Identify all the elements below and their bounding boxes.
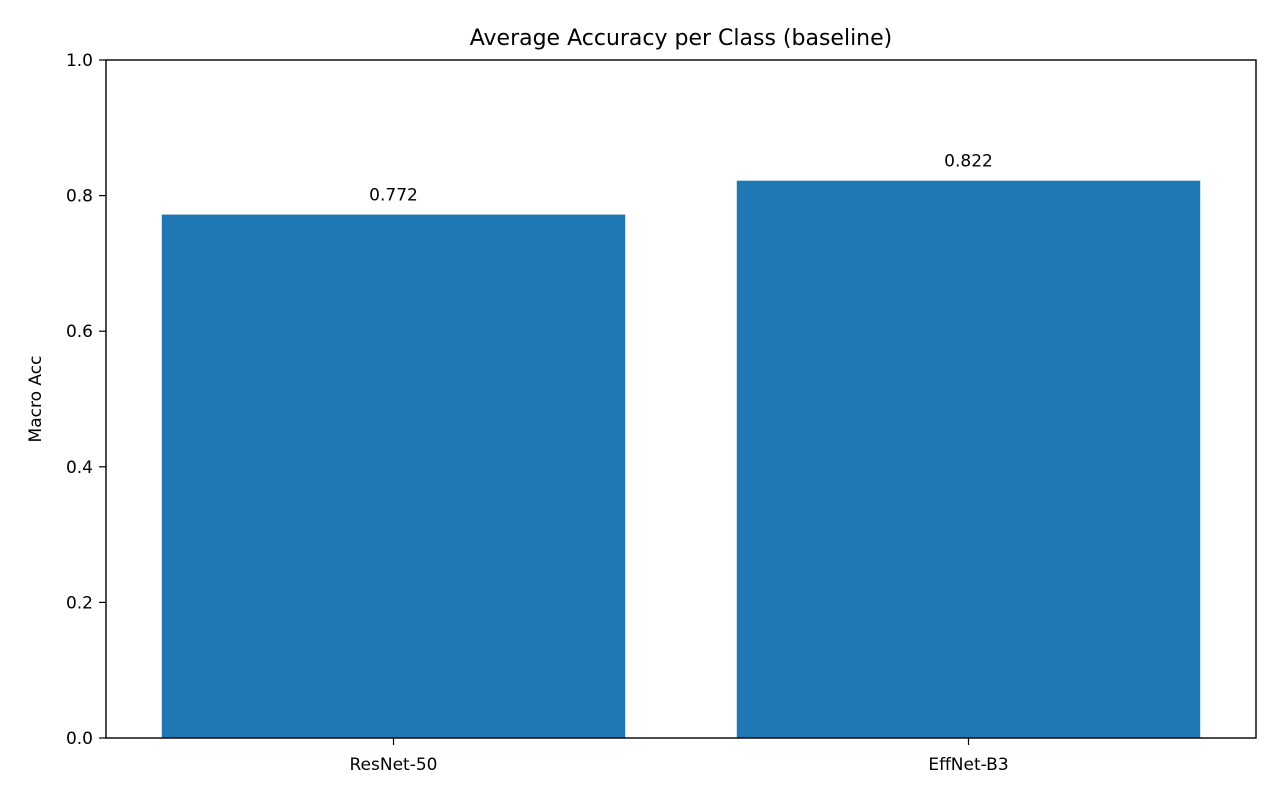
- bar: [161, 214, 626, 738]
- y-tick-label: 1.0: [66, 51, 93, 71]
- y-axis-label: Macro Acc: [26, 356, 46, 443]
- y-tick-label: 0.8: [66, 187, 93, 207]
- chart-title: Average Accuracy per Class (baseline): [470, 26, 893, 51]
- y-tick-label: 0.6: [66, 322, 93, 342]
- x-tick-label: EffNet-B3: [928, 755, 1008, 775]
- y-tick-label: 0.2: [66, 593, 93, 613]
- x-tick-label: ResNet-50: [350, 755, 438, 775]
- bar-value-label: 0.822: [944, 152, 993, 172]
- plot-area: 0.772 ResNet-50 0.822 EffNet-B3 0.0 0.2 0.4 0.6…: [66, 51, 1257, 775]
- bar: [736, 180, 1201, 738]
- plot-frame: [105, 59, 1257, 739]
- y-tick-label: 0.0: [66, 729, 93, 749]
- bar-value-label: 0.772: [369, 186, 418, 206]
- y-tick-label: 0.4: [66, 458, 93, 478]
